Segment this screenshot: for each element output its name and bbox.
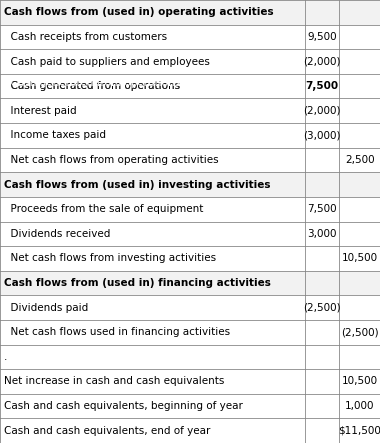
Bar	[0, 0, 380, 25]
Text: Cash flows from (used in) investing activities: Cash flows from (used in) investing acti…	[4, 179, 270, 190]
Bar	[0, 394, 380, 418]
Text: Proceeds from the sale of equipment: Proceeds from the sale of equipment	[4, 204, 203, 214]
Text: Cash generated from operations (sum): Cash generated from operations (sum)	[4, 81, 214, 91]
Text: Cash and cash equivalents, beginning of year: Cash and cash equivalents, beginning of …	[4, 401, 243, 411]
Bar	[0, 222, 380, 246]
Text: Cash generated from operations: Cash generated from operations	[4, 78, 183, 88]
Text: Income taxes paid: Income taxes paid	[4, 130, 106, 140]
Bar	[0, 148, 380, 172]
Bar	[0, 172, 380, 197]
Bar	[0, 74, 380, 98]
Bar	[0, 25, 380, 49]
Text: Net cash flows used in financing activities: Net cash flows used in financing activit…	[4, 327, 230, 337]
Bar	[0, 345, 380, 369]
Bar	[0, 369, 380, 394]
Text: (2,500): (2,500)	[303, 303, 341, 313]
Bar	[0, 123, 380, 148]
Text: Cash generated from operations: Cash generated from operations	[4, 81, 183, 91]
Text: Cash flows from (used in) operating activities: Cash flows from (used in) operating acti…	[4, 7, 274, 17]
Text: 2,500: 2,500	[345, 155, 374, 165]
Text: (2,000): (2,000)	[304, 57, 341, 66]
Bar	[0, 197, 380, 222]
Text: Net cash flows from investing activities: Net cash flows from investing activities	[4, 253, 216, 264]
Text: 3,000: 3,000	[307, 229, 337, 239]
Bar	[0, 98, 380, 123]
Text: .: .	[4, 352, 7, 362]
Text: Dividends paid: Dividends paid	[4, 303, 88, 313]
Bar	[0, 320, 380, 345]
Bar	[0, 295, 380, 320]
Text: 9,500: 9,500	[307, 32, 337, 42]
Text: Cash generated from operations: Cash generated from operations	[4, 81, 183, 91]
Text: Cash receipts from customers: Cash receipts from customers	[4, 32, 167, 42]
Text: (2,500): (2,500)	[341, 327, 378, 337]
Text: Net cash flows from operating activities: Net cash flows from operating activities	[4, 155, 218, 165]
Text: (3,000): (3,000)	[304, 130, 341, 140]
Text: 7,500: 7,500	[307, 204, 337, 214]
Text: 10,500: 10,500	[342, 253, 378, 264]
Text: Cash flows from (used in) financing activities: Cash flows from (used in) financing acti…	[4, 278, 271, 288]
Text: 1,000: 1,000	[345, 401, 374, 411]
Bar	[0, 271, 380, 295]
Text: (2,000): (2,000)	[304, 106, 341, 116]
Bar	[0, 49, 380, 74]
Bar	[0, 418, 380, 443]
Bar	[0, 246, 380, 271]
Text: 10,500: 10,500	[342, 377, 378, 386]
Text: Interest paid: Interest paid	[4, 106, 76, 116]
Text: $11,500: $11,500	[338, 426, 380, 436]
Text: 7,500: 7,500	[306, 81, 339, 91]
Text: Cash and cash equivalents, end of year: Cash and cash equivalents, end of year	[4, 426, 210, 436]
Text: Cash paid to suppliers and employees: Cash paid to suppliers and employees	[4, 57, 210, 66]
Text: Net increase in cash and cash equivalents: Net increase in cash and cash equivalent…	[4, 377, 224, 386]
Text: Dividends received: Dividends received	[4, 229, 110, 239]
